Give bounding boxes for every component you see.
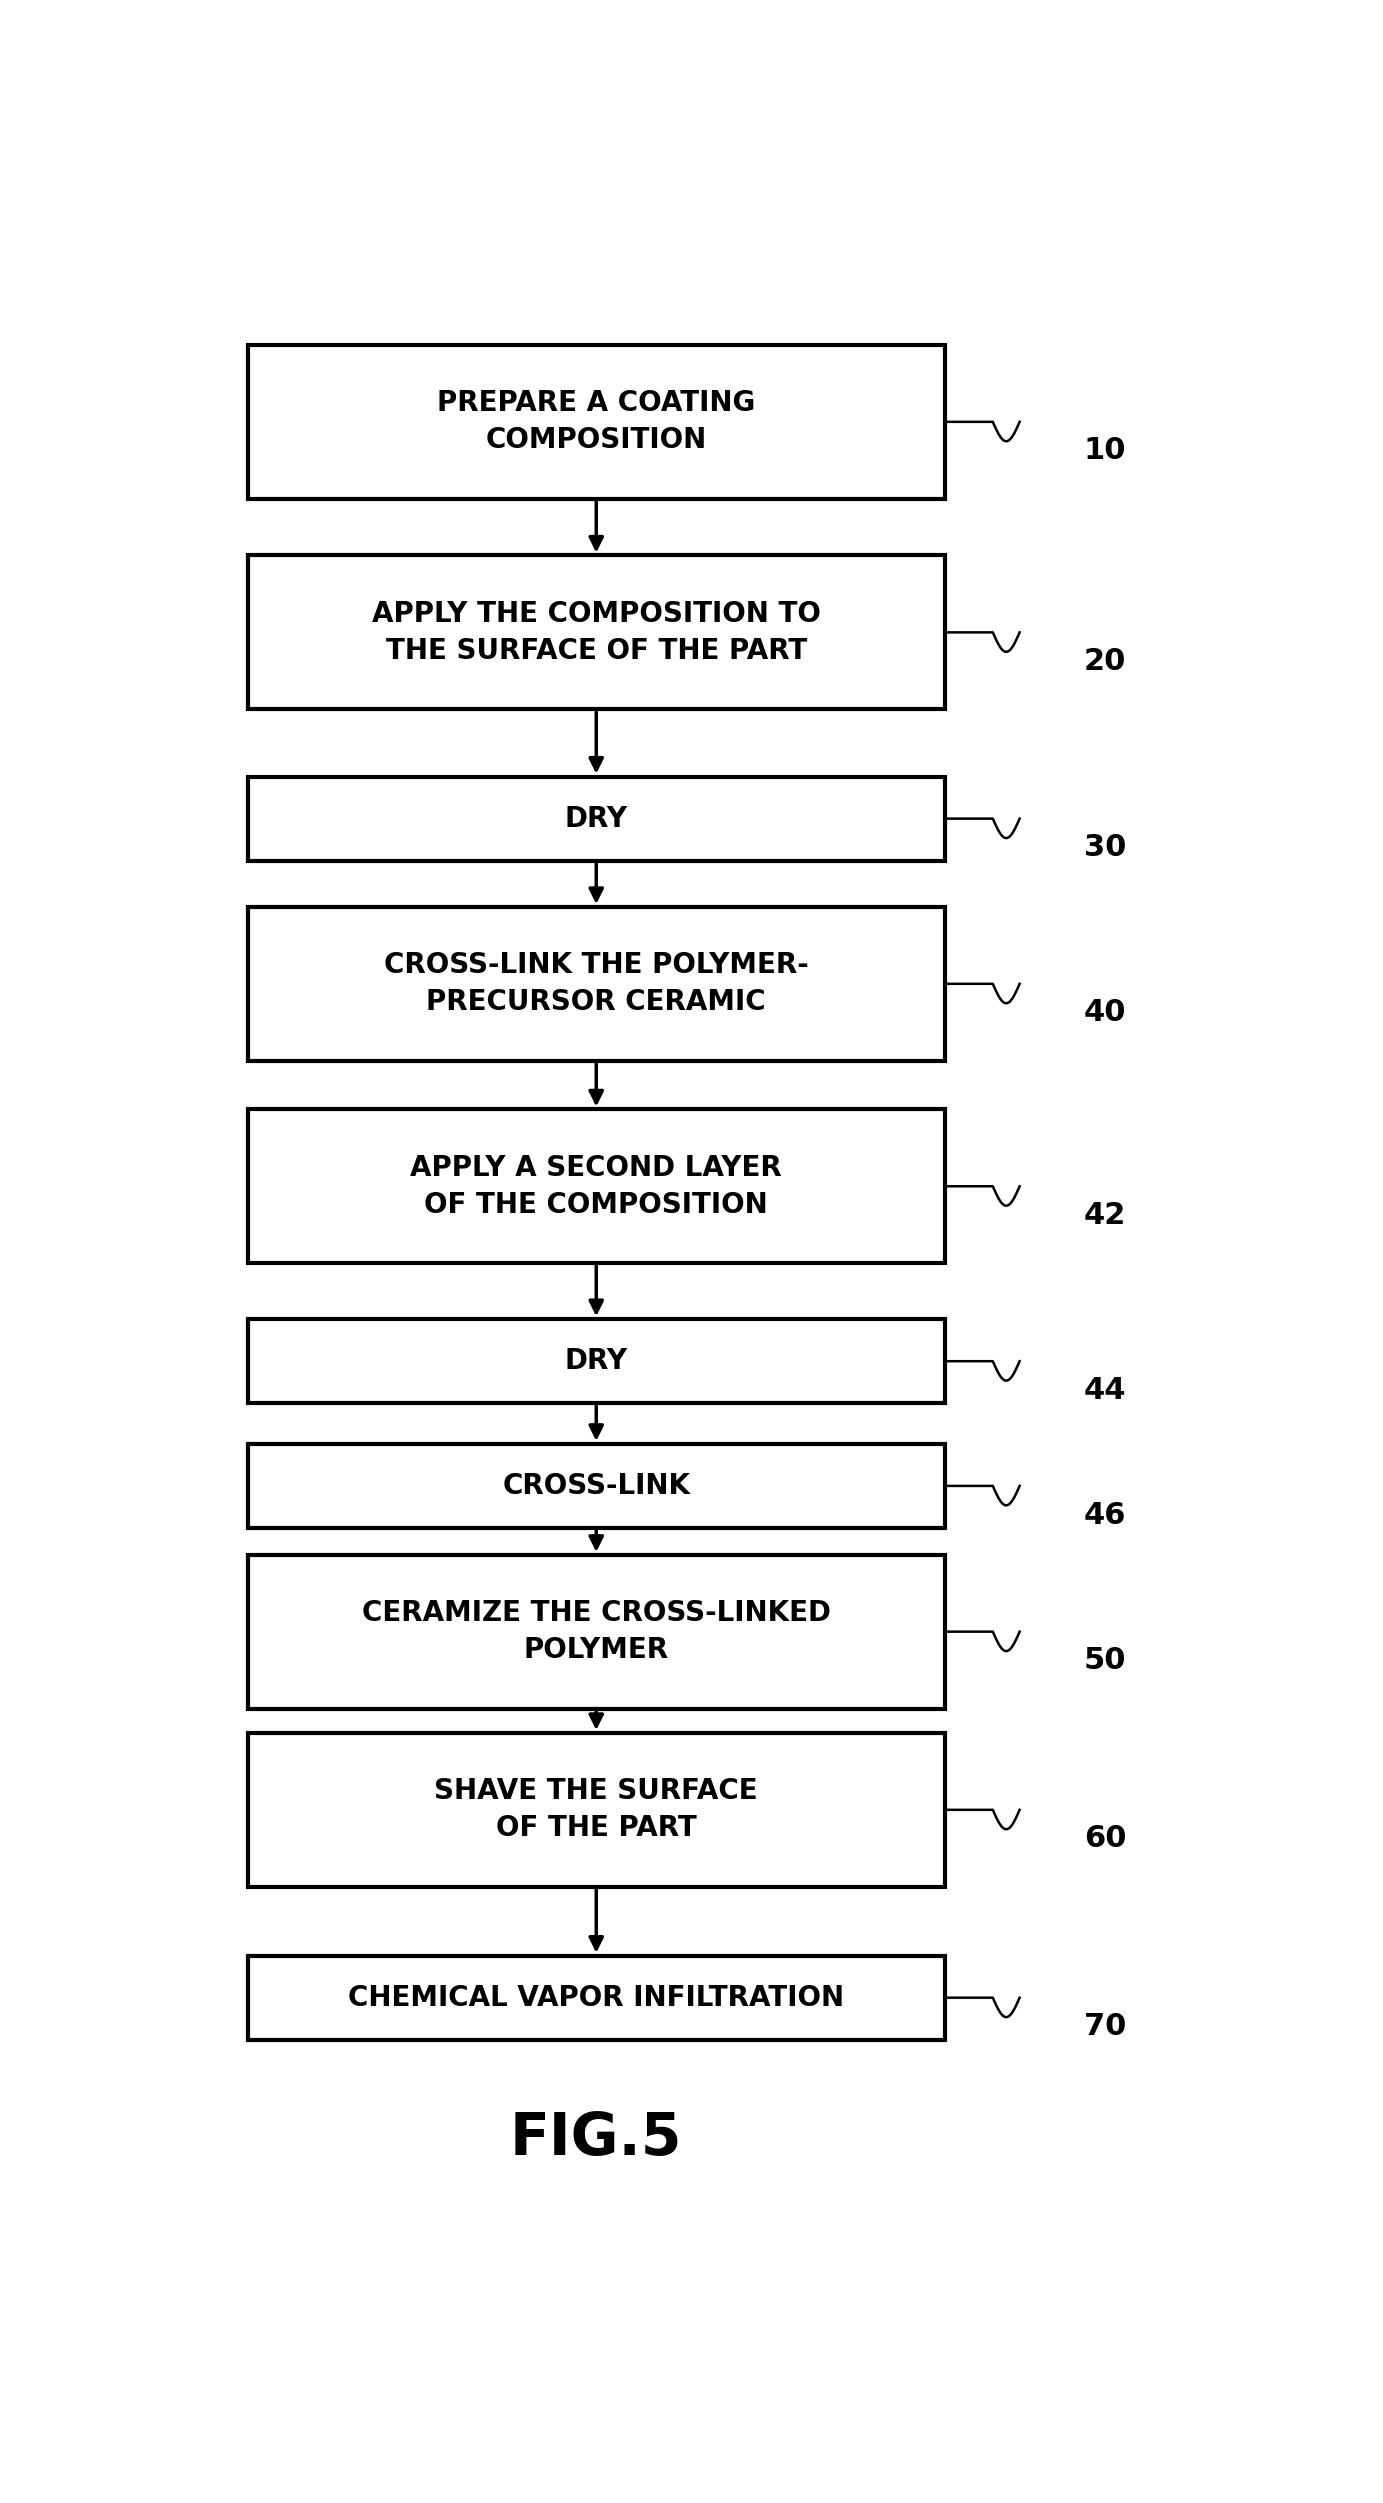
Text: 42: 42 <box>1084 1201 1126 1229</box>
Bar <box>248 1732 945 1887</box>
Bar <box>248 1554 945 1710</box>
Text: DRY: DRY <box>564 1347 628 1374</box>
Text: 46: 46 <box>1084 1502 1126 1529</box>
Text: 30: 30 <box>1084 833 1126 861</box>
Bar <box>248 1319 945 1404</box>
Text: 20: 20 <box>1084 648 1126 676</box>
Bar <box>248 1955 945 2040</box>
Text: 10: 10 <box>1084 436 1126 466</box>
Text: 60: 60 <box>1084 1825 1126 1852</box>
Text: CHEMICAL VAPOR INFILTRATION: CHEMICAL VAPOR INFILTRATION <box>349 1985 844 2012</box>
Bar <box>248 906 945 1061</box>
Text: PREPARE A COATING
COMPOSITION: PREPARE A COATING COMPOSITION <box>437 390 755 453</box>
Text: APPLY A SECOND LAYER
OF THE COMPOSITION: APPLY A SECOND LAYER OF THE COMPOSITION <box>411 1154 783 1219</box>
Text: CROSS-LINK THE POLYMER-
PRECURSOR CERAMIC: CROSS-LINK THE POLYMER- PRECURSOR CERAMI… <box>384 951 809 1016</box>
Text: CERAMIZE THE CROSS-LINKED
POLYMER: CERAMIZE THE CROSS-LINKED POLYMER <box>362 1599 831 1664</box>
Bar <box>248 556 945 708</box>
Text: 40: 40 <box>1084 999 1126 1026</box>
Text: FIG.5: FIG.5 <box>510 2110 682 2168</box>
Text: CROSS-LINK: CROSS-LINK <box>502 1472 690 1499</box>
Bar <box>248 345 945 498</box>
Text: 44: 44 <box>1084 1377 1126 1404</box>
Text: 50: 50 <box>1084 1647 1126 1675</box>
Text: APPLY THE COMPOSITION TO
THE SURFACE OF THE PART: APPLY THE COMPOSITION TO THE SURFACE OF … <box>372 601 820 666</box>
Bar <box>248 1444 945 1527</box>
Bar <box>248 1109 945 1264</box>
Bar <box>248 776 945 861</box>
Text: 70: 70 <box>1084 2012 1126 2042</box>
Text: DRY: DRY <box>564 803 628 833</box>
Text: SHAVE THE SURFACE
OF THE PART: SHAVE THE SURFACE OF THE PART <box>434 1777 758 1842</box>
